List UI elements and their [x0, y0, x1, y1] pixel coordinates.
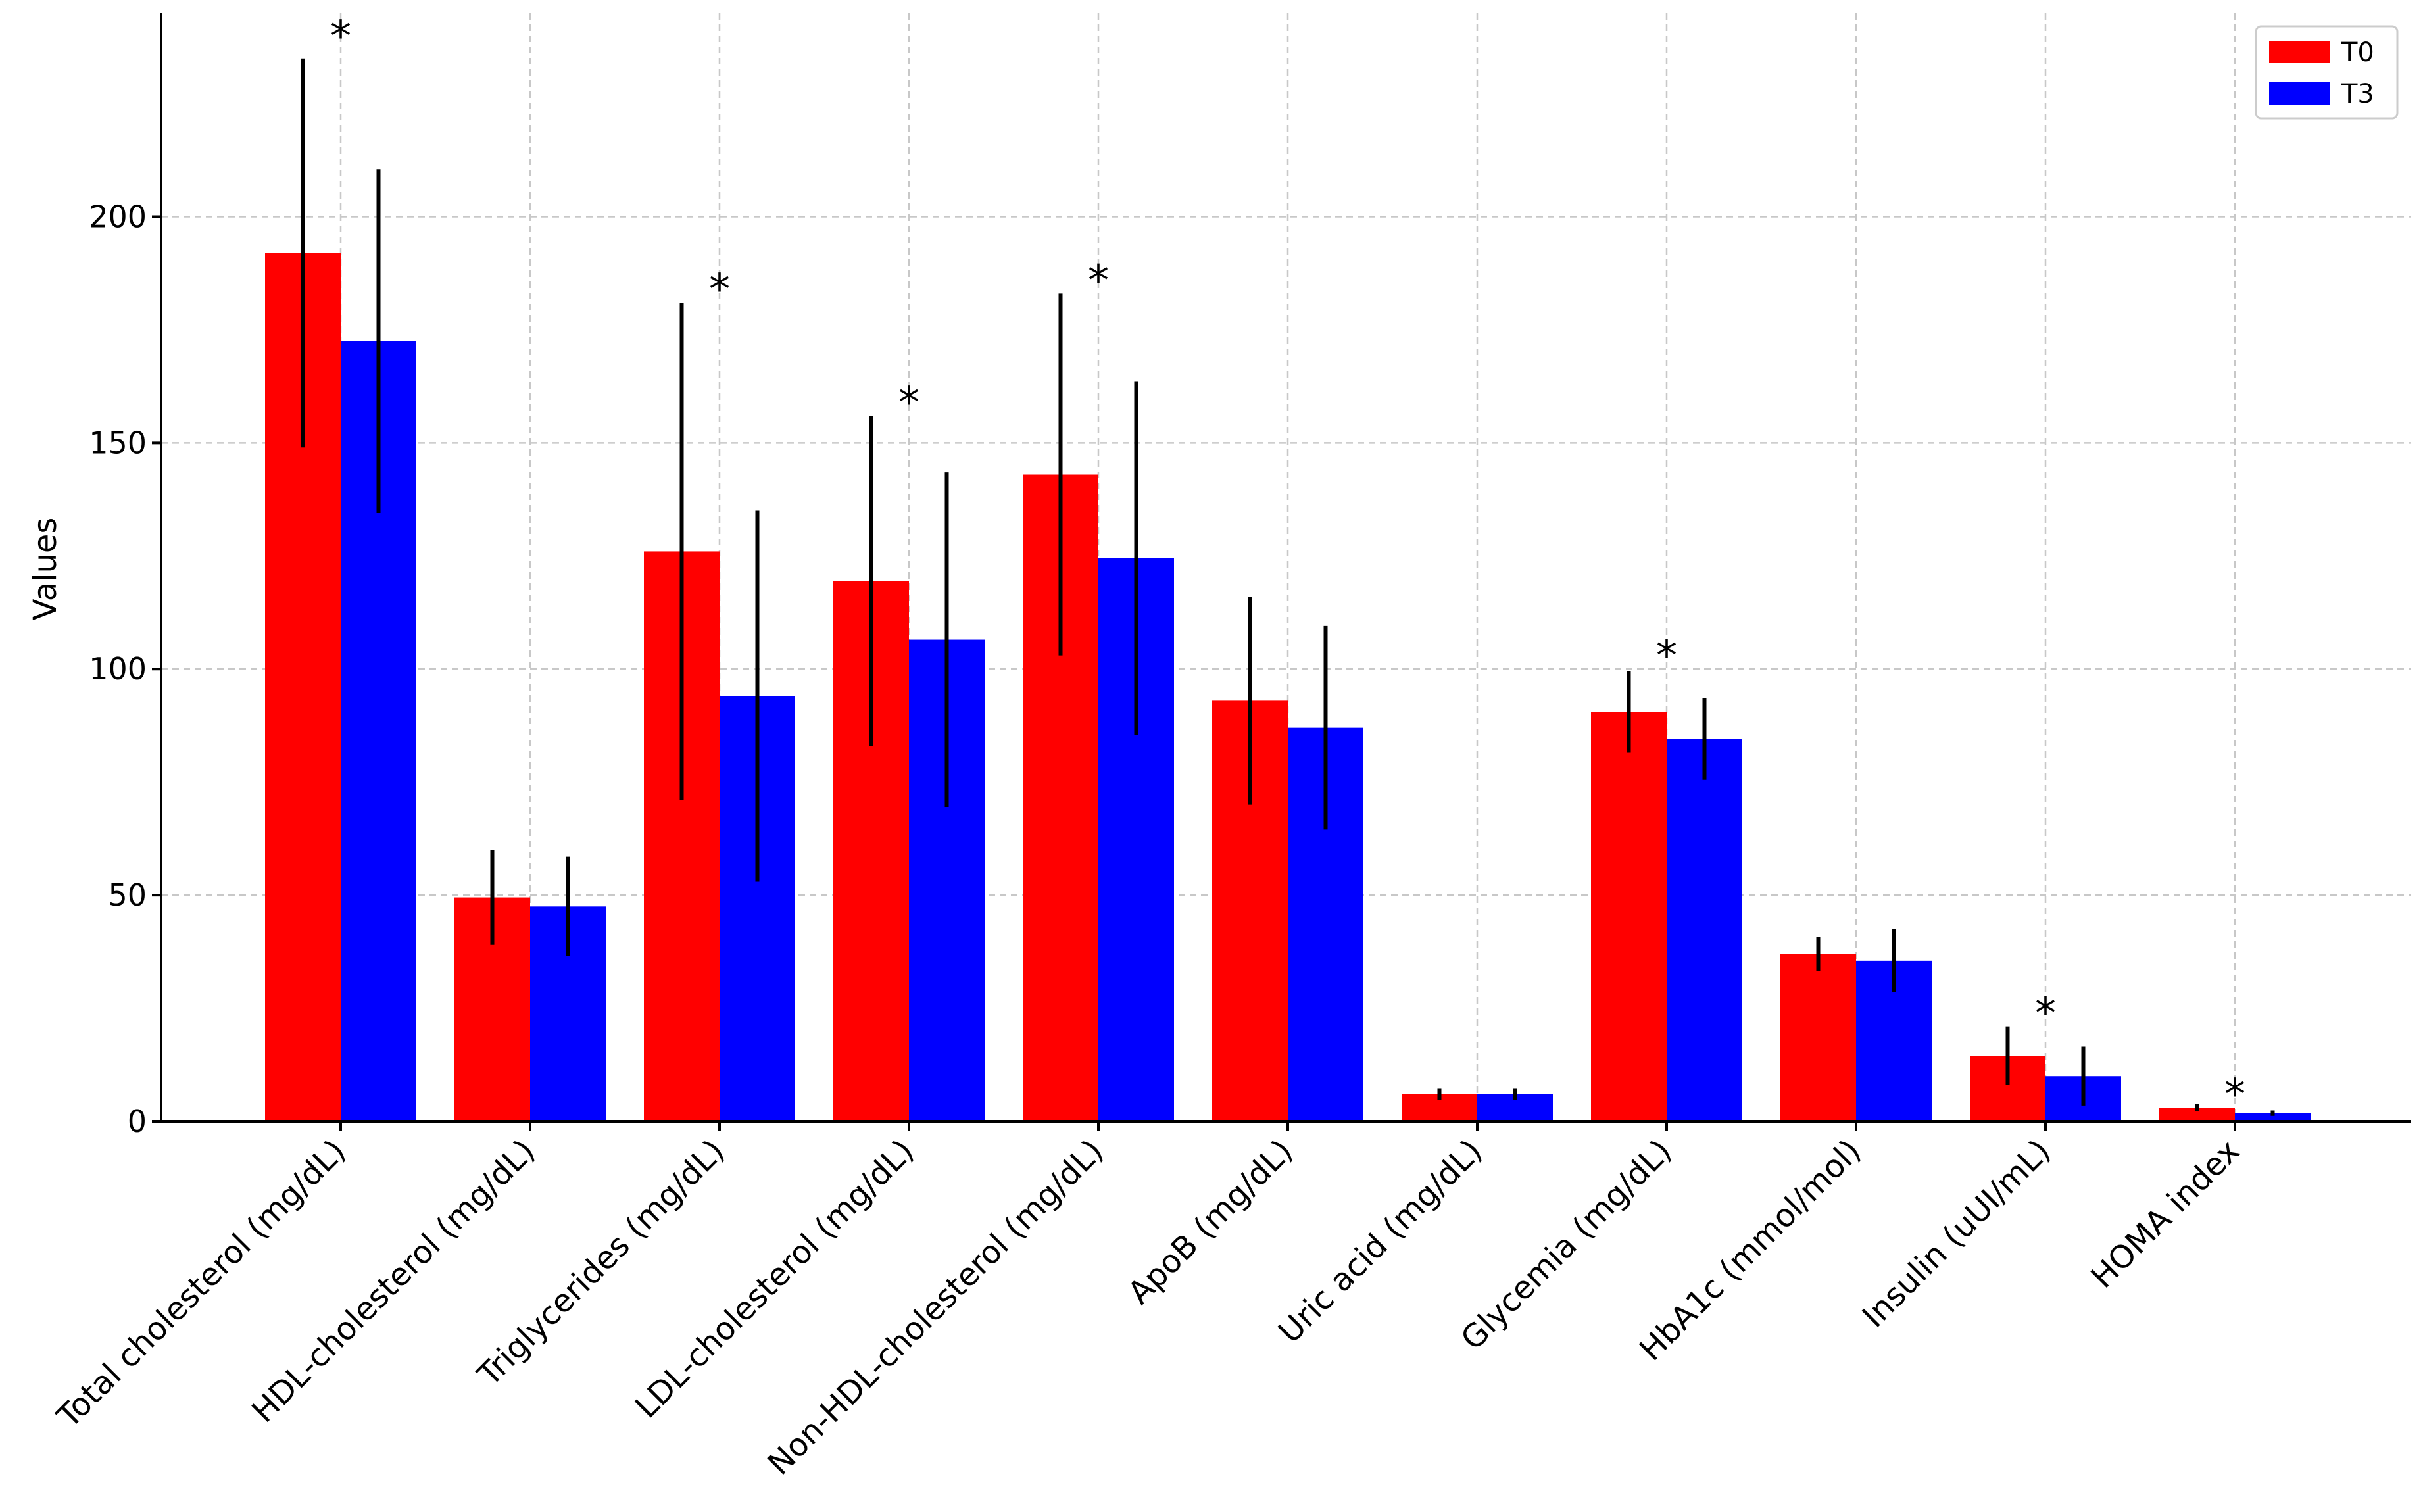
significance-marker: *: [1088, 256, 1109, 305]
x-tick-label: Glycemia (mg/dL): [1454, 1133, 1678, 1357]
significance-marker: *: [2224, 1071, 2245, 1119]
significance-marker: *: [709, 266, 730, 314]
y-tick-label: 0: [128, 1104, 147, 1139]
legend-swatch-t0: [2269, 41, 2330, 63]
x-tick-label: Uric acid (mg/dL): [1271, 1133, 1489, 1350]
bar-t0: [1780, 954, 1856, 1121]
x-tick-label: HOMA index: [2084, 1133, 2247, 1296]
significance-marker: *: [2035, 989, 2056, 1038]
y-tick-label: 100: [89, 651, 147, 687]
y-tick-label: 200: [89, 199, 147, 234]
legend-label-t3: T3: [2341, 79, 2374, 109]
significance-marker: *: [1656, 632, 1677, 681]
x-tick-label: Non-HDL-cholesterol (mg/dL): [760, 1133, 1110, 1482]
x-tick-label: Insulin (uUI/mL): [1855, 1133, 2058, 1335]
error-bar-layer: [301, 58, 2275, 1116]
legend-label-t0: T0: [2341, 37, 2374, 68]
significance-marker: *: [330, 12, 351, 61]
significance-layer: * * * * * * *: [330, 12, 2245, 1119]
x-tick-label: ApoB (mg/dL): [1121, 1133, 1300, 1311]
y-tick-label: 150: [89, 425, 147, 460]
bar-t3: [1667, 739, 1742, 1121]
bar-t0: [1591, 712, 1667, 1121]
y-tick-label: 50: [108, 877, 147, 913]
bar-t3: [2235, 1113, 2311, 1121]
significance-marker: *: [898, 379, 919, 427]
bar-t0: [2159, 1108, 2235, 1121]
y-axis-label: Values: [27, 518, 64, 621]
legend-swatch-t3: [2269, 82, 2330, 105]
